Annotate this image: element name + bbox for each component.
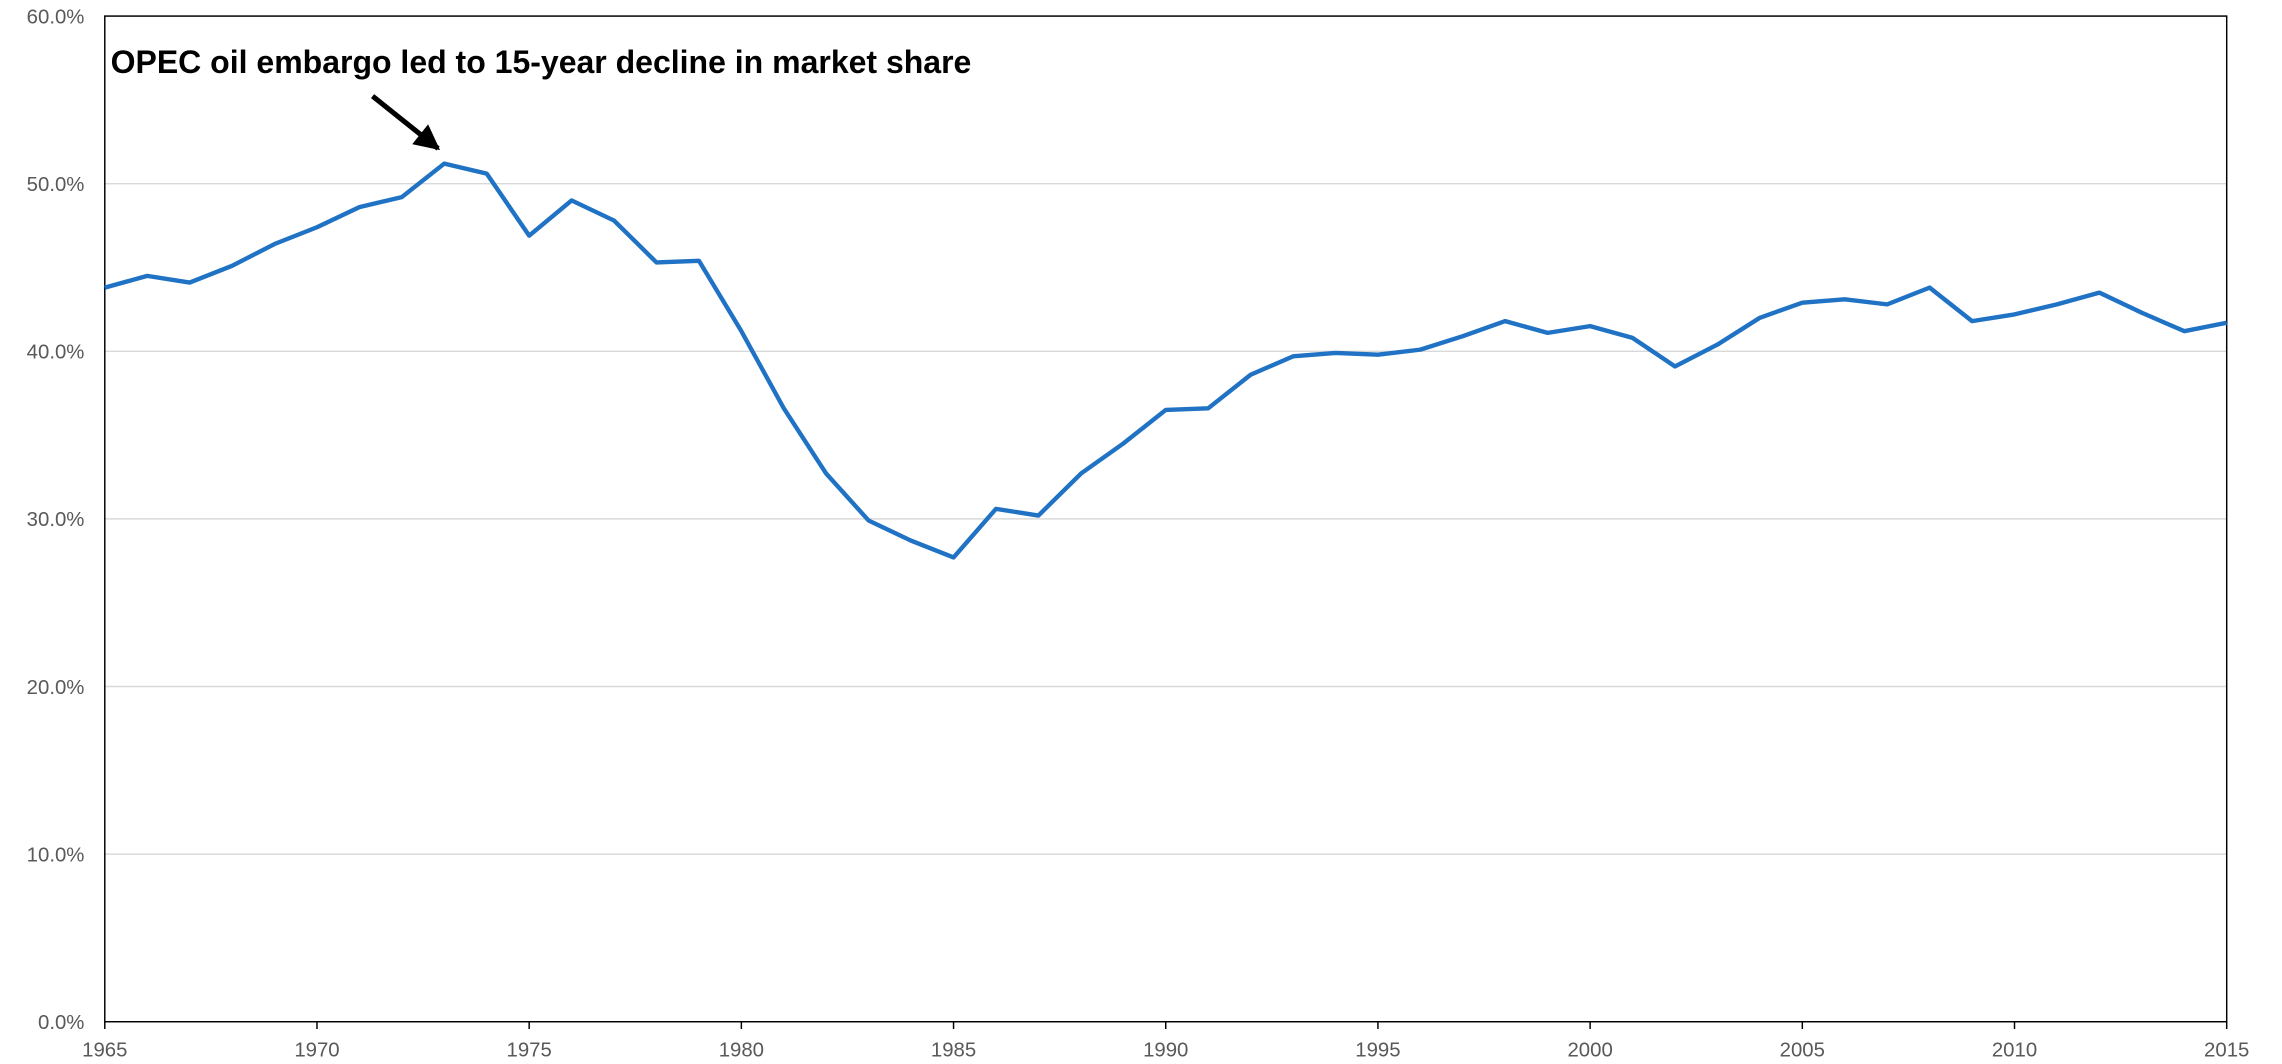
x-tick-label: 1985 [931,1040,976,1062]
x-tick-label: 2000 [1567,1040,1612,1062]
y-tick-label: 0.0% [38,1012,84,1034]
x-tick-label: 2005 [1780,1040,1825,1062]
annotation: OPEC oil embargo led to 15-year decline … [111,44,972,80]
x-tick-label: 1970 [294,1040,339,1062]
x-tick-label: 1965 [82,1040,127,1062]
data-line [104,161,2228,560]
y-tick-label: 20.0% [27,677,85,699]
x-tick-label: 1995 [1355,1040,1400,1062]
y-tick-label: 10.0% [27,844,85,866]
grid [104,15,2228,1030]
y-tick-label: 60.0% [27,6,85,28]
marks [104,161,2228,560]
x-tick-label: 2015 [2204,1040,2249,1062]
plot-frame [104,15,2228,1023]
y-tick-label: 50.0% [27,174,85,196]
y-tick-label: 40.0% [27,342,85,364]
annotation-arrow [370,94,441,151]
x-tick-label: 1975 [507,1040,552,1062]
x-tick-label: 1980 [719,1040,764,1062]
x-tick-label: 2010 [1992,1040,2037,1062]
y-tick-label: 30.0% [27,509,85,531]
x-tick-label: 1990 [1143,1040,1188,1062]
